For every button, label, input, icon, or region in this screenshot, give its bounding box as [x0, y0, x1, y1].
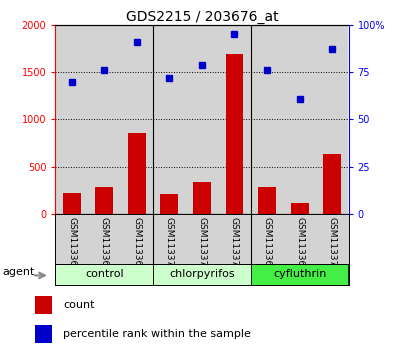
Text: GSM113369: GSM113369 [294, 217, 303, 272]
Bar [153, 264, 250, 285]
Bar [35, 296, 52, 314]
Bar [35, 325, 52, 343]
Bar [160, 194, 178, 214]
Bar [225, 54, 243, 214]
Bar [258, 187, 275, 214]
Bar [95, 187, 113, 214]
Text: GSM113370: GSM113370 [327, 217, 336, 272]
Text: GSM113366: GSM113366 [99, 217, 108, 272]
Text: GSM113367: GSM113367 [132, 217, 141, 272]
Text: chlorpyrifos: chlorpyrifos [169, 269, 234, 279]
Bar [315, 25, 348, 214]
Bar [283, 25, 315, 214]
Bar [185, 25, 218, 214]
Text: percentile rank within the sample: percentile rank within the sample [63, 329, 250, 339]
Bar [63, 193, 81, 214]
Bar [128, 133, 145, 214]
Text: agent: agent [3, 267, 35, 277]
Bar [193, 182, 210, 214]
Bar [55, 264, 153, 285]
Text: GSM113373: GSM113373 [229, 217, 238, 272]
Text: GSM113371: GSM113371 [164, 217, 173, 272]
Text: GSM113368: GSM113368 [262, 217, 271, 272]
Bar [120, 25, 153, 214]
Text: GSM113365: GSM113365 [67, 217, 76, 272]
Bar [88, 25, 120, 214]
Text: control: control [85, 269, 123, 279]
Text: count: count [63, 299, 94, 310]
Bar [322, 154, 340, 214]
Text: cyfluthrin: cyfluthrin [272, 269, 326, 279]
Title: GDS2215 / 203676_at: GDS2215 / 203676_at [125, 10, 278, 24]
Bar [153, 25, 185, 214]
Bar [218, 25, 250, 214]
Bar [250, 25, 283, 214]
Text: GSM113372: GSM113372 [197, 217, 206, 272]
Bar [250, 264, 348, 285]
Bar [55, 25, 88, 214]
Bar [290, 203, 308, 214]
